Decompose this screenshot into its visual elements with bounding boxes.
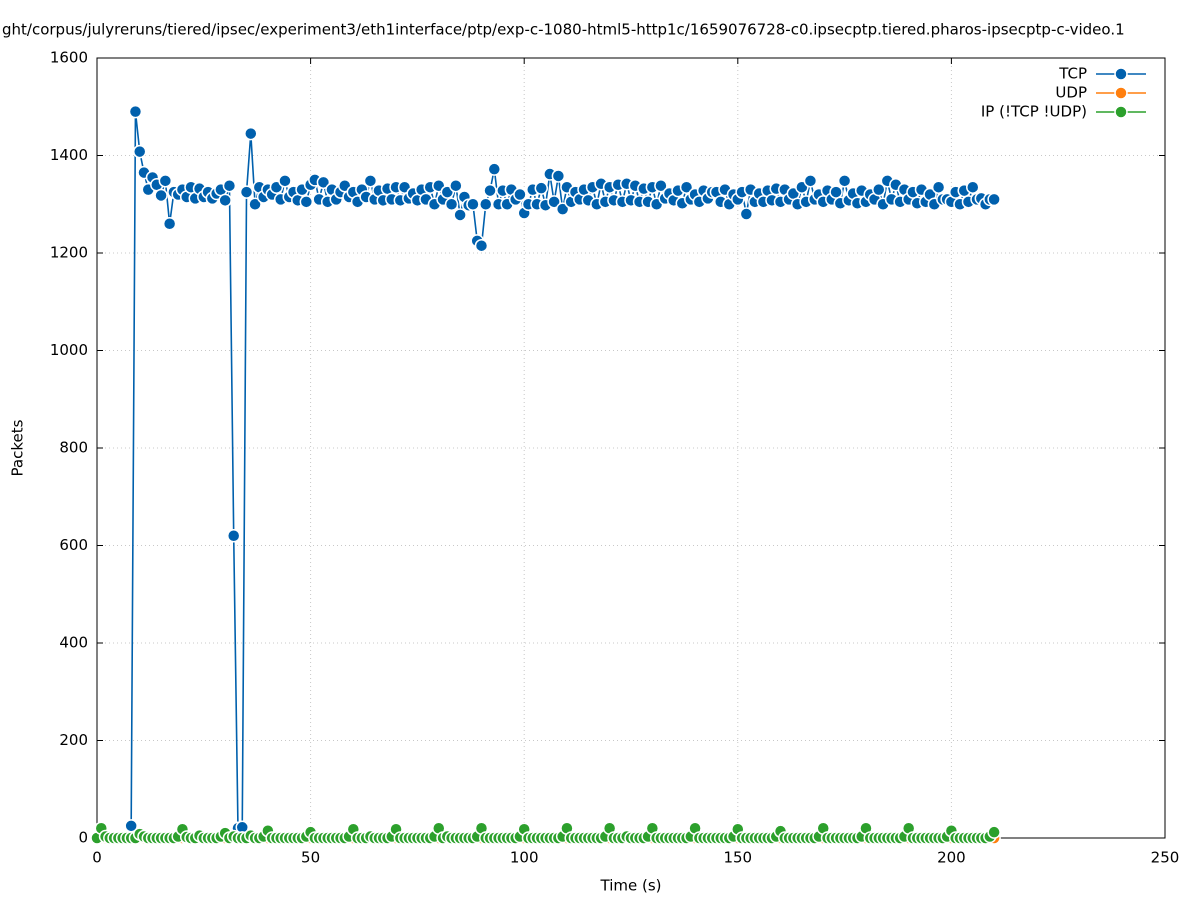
- legend-marker: [1114, 86, 1128, 100]
- data-point: [474, 238, 489, 253]
- data-point: [162, 217, 177, 231]
- y-tick-label: 800: [59, 439, 88, 457]
- series-line: [97, 111, 995, 839]
- data-point: [966, 180, 980, 194]
- y-tick-label: 1600: [50, 49, 88, 67]
- y-tick-label: 600: [59, 536, 88, 554]
- data-point: [316, 175, 331, 190]
- legend-marker: [1114, 67, 1128, 81]
- y-tick-label: 400: [59, 634, 88, 652]
- data-point: [453, 208, 467, 222]
- x-tick-label: 0: [92, 849, 102, 867]
- data-point: [244, 126, 258, 141]
- data-point: [534, 181, 549, 195]
- data-point: [483, 183, 497, 198]
- data-point: [739, 207, 754, 221]
- data-point: [466, 197, 480, 211]
- data-point: [479, 197, 493, 211]
- y-tick-label: 1200: [50, 244, 88, 262]
- legend-label: UDP: [1055, 84, 1087, 102]
- data-point: [132, 144, 147, 159]
- data-point: [654, 178, 668, 193]
- data-point: [837, 174, 852, 188]
- data-point: [829, 185, 843, 199]
- data-point: [513, 187, 527, 202]
- data-point: [239, 185, 254, 199]
- x-tick-label: 250: [1151, 849, 1180, 867]
- y-axis-label: Packets: [9, 419, 27, 476]
- data-point: [222, 178, 237, 193]
- legend-label: TCP: [1058, 65, 1087, 83]
- y-tick-label: 1400: [50, 146, 88, 164]
- y-tick-label: 0: [78, 829, 88, 847]
- data-point: [679, 180, 694, 194]
- data-point: [248, 197, 262, 211]
- data-point: [226, 529, 241, 543]
- data-point: [218, 193, 232, 208]
- data-point: [154, 188, 168, 203]
- data-point: [872, 182, 886, 197]
- data-point: [931, 180, 946, 194]
- legend-marker: [1114, 105, 1128, 119]
- x-tick-label: 200: [937, 849, 966, 867]
- y-tick-label: 1000: [50, 341, 88, 359]
- chart-title: ght/corpus/julyreruns/tiered/ipsec/exper…: [2, 21, 1125, 39]
- data-point: [555, 202, 570, 216]
- legend-label: IP (!TCP !UDP): [981, 103, 1087, 121]
- data-point: [363, 174, 378, 188]
- x-tick-label: 100: [510, 849, 539, 867]
- data-point: [449, 178, 463, 193]
- data-point: [158, 174, 173, 188]
- data-point: [128, 104, 143, 119]
- x-axis-label: Time (s): [600, 877, 662, 895]
- x-tick-label: 150: [723, 849, 752, 867]
- data-point: [487, 162, 502, 176]
- data-point: [987, 192, 1001, 207]
- data-point: [803, 174, 818, 188]
- data-point: [278, 174, 292, 188]
- data-point: [551, 169, 566, 183]
- data-point: [299, 195, 314, 209]
- y-tick-label: 200: [59, 731, 88, 749]
- data-point: [444, 197, 459, 211]
- data-point: [547, 195, 561, 209]
- data-point: [987, 825, 1001, 839]
- x-tick-label: 50: [301, 849, 320, 867]
